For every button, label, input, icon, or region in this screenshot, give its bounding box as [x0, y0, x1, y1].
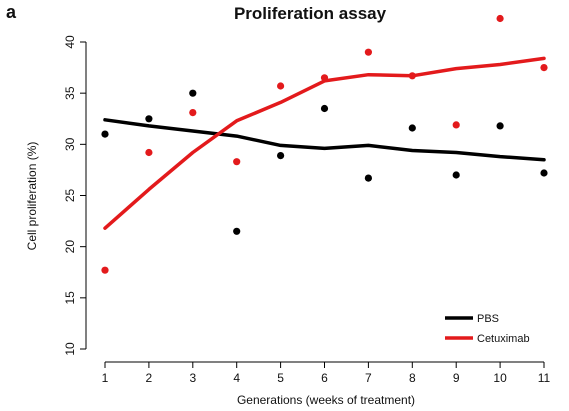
- data-point-cetuximab: [233, 158, 241, 166]
- data-point-cetuximab: [496, 14, 504, 23]
- series-pbs: [101, 89, 548, 235]
- y-tick-label: 15: [63, 291, 77, 305]
- x-tick-label: 7: [365, 371, 372, 385]
- y-tick-label: 40: [63, 35, 77, 49]
- y-axis-title: Cell proliferation (%): [25, 142, 39, 251]
- data-point-cetuximab: [145, 148, 153, 157]
- data-point-pbs: [452, 171, 460, 179]
- data-point-pbs: [320, 104, 329, 113]
- data-point-pbs: [189, 89, 197, 97]
- data-point-pbs: [101, 130, 109, 138]
- x-tick-label: 9: [453, 371, 460, 385]
- x-axis-ticks: 1 2 3 4 5 6 7 8 9 10 11: [102, 362, 551, 385]
- chart-title: Proliferation assay: [234, 4, 387, 23]
- data-point-cetuximab: [408, 72, 416, 80]
- legend: PBS Cetuximab: [445, 313, 530, 345]
- x-tick-label: 2: [146, 371, 153, 385]
- y-axis-ticks: 10 15 20 25 30 35 40: [63, 35, 86, 356]
- data-point-cetuximab: [277, 82, 285, 90]
- x-tick-label: 11: [538, 371, 551, 385]
- y-tick-label: 25: [63, 189, 77, 203]
- y-tick-label: 30: [63, 137, 77, 151]
- trend-line-pbs: [103, 118, 546, 162]
- y-tick-label: 10: [63, 342, 77, 356]
- data-point-cetuximab: [101, 266, 109, 274]
- x-axis-title: Generations (weeks of treatment): [237, 393, 415, 407]
- data-point-pbs: [408, 124, 416, 132]
- x-tick-label: 5: [277, 371, 284, 385]
- data-point-cetuximab: [364, 48, 372, 56]
- x-tick-label: 4: [233, 371, 240, 385]
- x-tick-label: 10: [493, 371, 507, 385]
- data-point-pbs: [233, 227, 241, 235]
- data-point-cetuximab: [320, 74, 329, 82]
- data-point-cetuximab: [189, 109, 197, 117]
- x-tick-label: 8: [409, 371, 416, 385]
- trend-line-cetuximab: [103, 56, 546, 230]
- series-cetuximab: [101, 14, 548, 274]
- data-point-pbs: [145, 115, 153, 123]
- panel-label: a: [6, 2, 17, 22]
- x-tick-label: 1: [102, 371, 109, 385]
- data-point-cetuximab: [540, 64, 548, 72]
- y-tick-label: 20: [63, 240, 77, 254]
- data-point-pbs: [364, 174, 372, 182]
- legend-label-cetuximab: Cetuximab: [477, 333, 530, 345]
- x-tick-label: 6: [321, 371, 328, 385]
- data-point-pbs: [277, 152, 285, 160]
- x-tick-label: 3: [189, 371, 196, 385]
- data-point-pbs: [496, 122, 504, 130]
- data-point-pbs: [540, 169, 548, 177]
- legend-label-pbs: PBS: [477, 313, 499, 325]
- y-tick-label: 35: [63, 86, 77, 100]
- series-layer: [101, 14, 548, 274]
- data-point-cetuximab: [452, 121, 460, 129]
